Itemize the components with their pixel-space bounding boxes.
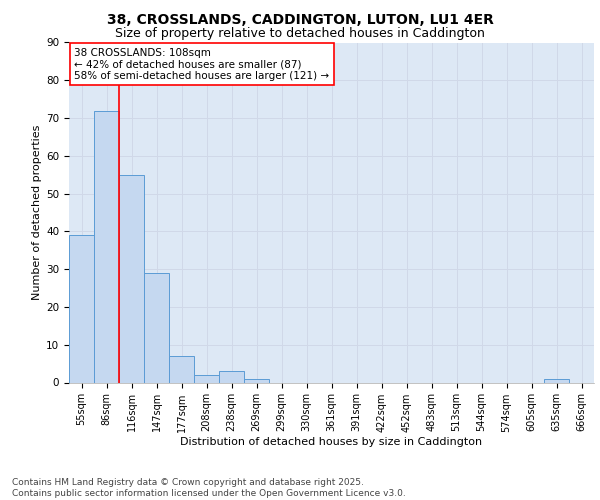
Text: Size of property relative to detached houses in Caddington: Size of property relative to detached ho… [115,28,485,40]
X-axis label: Distribution of detached houses by size in Caddington: Distribution of detached houses by size … [181,437,482,447]
Bar [69,235,94,382]
Y-axis label: Number of detached properties: Number of detached properties [32,125,42,300]
Bar [94,110,119,382]
Bar [144,273,169,382]
Text: Contains HM Land Registry data © Crown copyright and database right 2025.
Contai: Contains HM Land Registry data © Crown c… [12,478,406,498]
Bar [244,378,269,382]
Bar [169,356,194,382]
Bar [119,174,144,382]
Text: 38, CROSSLANDS, CADDINGTON, LUTON, LU1 4ER: 38, CROSSLANDS, CADDINGTON, LUTON, LU1 4… [107,12,493,26]
Bar [544,378,569,382]
Bar [219,371,244,382]
Text: 38 CROSSLANDS: 108sqm
← 42% of detached houses are smaller (87)
58% of semi-deta: 38 CROSSLANDS: 108sqm ← 42% of detached … [74,48,329,81]
Bar [194,375,219,382]
